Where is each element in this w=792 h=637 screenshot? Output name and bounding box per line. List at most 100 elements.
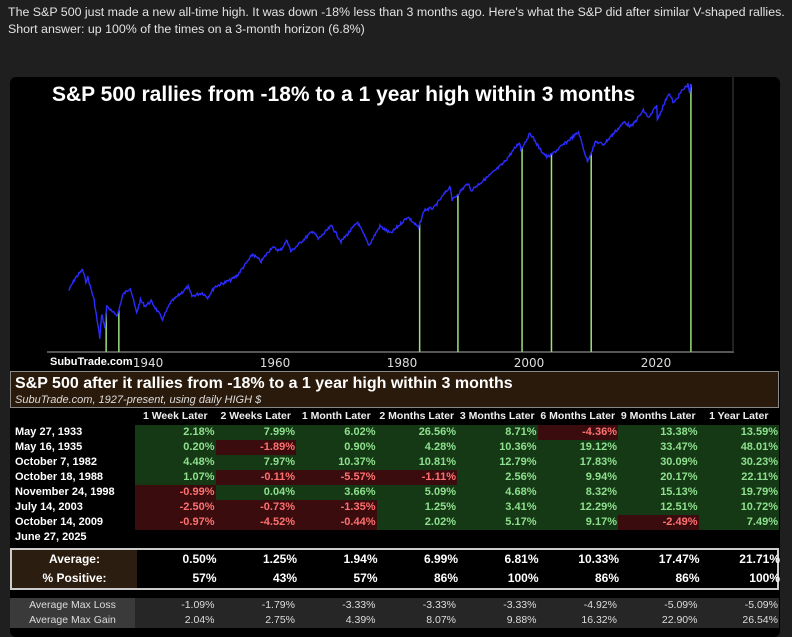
row-date: October 14, 2009 (15, 516, 104, 528)
return-cell: -0.44% (296, 515, 377, 530)
return-cell: 0.20% (135, 440, 216, 455)
stat-value: 6.99% (423, 552, 458, 566)
stat-value: 21.71% (739, 552, 780, 566)
return-cell: 7.99% (215, 425, 296, 440)
return-cell: 8.71% (457, 425, 538, 440)
column-header: 1 Week Later (142, 410, 208, 422)
return-cell: 1.25% (376, 500, 457, 515)
stat-value: 2.04% (184, 614, 215, 626)
stat-label: Average Max Loss (10, 598, 135, 613)
table-row: July 14, 2003 -2.50% -0.73% -1.35% 1.25% 3.41… (10, 500, 779, 515)
return-cell: 10.37% (296, 455, 377, 470)
return-cell: 6.02% (296, 425, 377, 440)
return-cell: 10.72% (698, 500, 779, 515)
return-cell: 12.79% (457, 455, 538, 470)
stat-row: Average Max Gain 2.04% 2.75% 4.39% 8.07% 9.88… (10, 613, 779, 628)
return-cell: 0.90% (296, 440, 377, 455)
return-cell: 8.32% (537, 485, 618, 500)
x-tick-label: 2000 (514, 356, 545, 370)
row-date: June 27, 2025 (15, 531, 87, 543)
return-cell: 17.83% (537, 455, 618, 470)
return-cell: 0.04% (215, 485, 296, 500)
return-cell: 19.12% (537, 440, 618, 455)
x-tick-label: 1940 (133, 356, 164, 370)
return-cell (698, 530, 779, 545)
x-tick-label: 1960 (260, 356, 291, 370)
stat-value: -4.92% (583, 599, 617, 611)
return-cell: 4.28% (376, 440, 457, 455)
return-cell: 12.29% (537, 500, 618, 515)
return-cell (135, 530, 216, 545)
row-date: October 7, 1982 (15, 456, 97, 468)
return-cell: 22.11% (698, 470, 779, 485)
return-cell: 2.02% (376, 515, 457, 530)
return-cell: -0.73% (215, 500, 296, 515)
column-headers: 1 Week Later 2 Weeks Later 1 Month Later 2 … (10, 408, 779, 425)
watermark: SubuTrade.com (50, 356, 133, 368)
return-cell (618, 530, 699, 545)
table-header-band: S&P 500 after it rallies from -18% to a … (10, 371, 779, 408)
stat-value: -5.09% (744, 599, 778, 611)
post-text: The S&P 500 just made a new all-time hig… (8, 5, 785, 36)
stat-value: 16.32% (581, 614, 617, 626)
stat-value: 86% (433, 571, 458, 585)
return-cell (376, 530, 457, 545)
column-header: 2 Weeks Later (220, 410, 291, 422)
max-stats: Average Max Loss -1.09% -1.79% -3.33% -3.33%… (10, 598, 779, 628)
return-cell: 20.17% (618, 470, 699, 485)
stat-value: 17.47% (658, 552, 700, 566)
stat-label: Average Max Gain (10, 613, 135, 628)
table-row: May 16, 1935 0.20% -1.89% 0.90% 4.28% 10.36% 1… (10, 440, 779, 455)
stat-value: 22.90% (661, 614, 698, 626)
return-cell: 3.41% (457, 500, 538, 515)
column-header: 1 Year Later (709, 410, 769, 422)
stat-label: % Positive: (12, 569, 137, 588)
return-cell (537, 530, 618, 545)
stat-value: 43% (272, 571, 297, 585)
stat-row: % Positive: 57% 43% 57% 86% 100% 86% 86% 100% (12, 569, 780, 588)
stat-value: -1.79% (261, 599, 295, 611)
return-cell: 7.97% (215, 455, 296, 470)
return-cell: 5.09% (376, 485, 457, 500)
x-tick-label: 1980 (387, 356, 418, 370)
table-row: November 24, 1998 -0.99% 0.04% 3.66% 5.09% 4.… (10, 485, 779, 500)
return-cell: 48.01% (698, 440, 779, 455)
stat-value: 100% (749, 571, 780, 585)
stat-value: 1.25% (262, 552, 297, 566)
stat-row: Average: 0.50% 1.25% 1.94% 6.99% 6.81% 10.33% 1… (12, 550, 780, 569)
return-cell: 30.09% (618, 455, 699, 470)
return-cell: 7.49% (698, 515, 779, 530)
table-row: May 27, 1933 2.18% 7.99% 6.02% 26.56% 8.71% -4… (10, 425, 779, 440)
row-date: November 24, 1998 (15, 486, 115, 498)
return-cell: 3.66% (296, 485, 377, 500)
stat-value: 26.54% (742, 614, 778, 626)
stat-value: -5.09% (664, 599, 698, 611)
return-cell: 12.51% (618, 500, 699, 515)
column-header: 6 Months Later (540, 410, 616, 422)
stat-value: 57% (353, 571, 378, 585)
price-chart: S&P 500 rallies from -18% to a 1 year hi… (47, 77, 734, 370)
return-cell: 13.59% (698, 425, 779, 440)
table-row: June 27, 2025 (10, 530, 779, 545)
stat-value: 0.50% (182, 552, 217, 566)
return-cell: 33.47% (618, 440, 699, 455)
stat-value: 6.81% (504, 552, 539, 566)
return-cell: -1.11% (376, 470, 457, 485)
table-row: October 7, 1982 4.48% 7.97% 10.37% 10.81% 12.… (10, 455, 779, 470)
sp500-line (68, 83, 692, 339)
column-header: 9 Months Later (620, 410, 696, 422)
stat-value: 86% (594, 571, 619, 585)
return-cell: 4.68% (457, 485, 538, 500)
return-cell: 2.56% (457, 470, 538, 485)
return-cell: 1.07% (135, 470, 216, 485)
return-cell (215, 530, 296, 545)
column-header: 3 Months Later (459, 410, 535, 422)
stat-value: 57% (192, 571, 217, 585)
stat-value: 9.88% (506, 614, 537, 626)
return-cell: 19.79% (698, 485, 779, 500)
row-date: July 14, 2003 (15, 501, 83, 513)
return-cell: 10.36% (457, 440, 538, 455)
return-cell: -0.11% (215, 470, 296, 485)
return-cell: -4.36% (537, 425, 618, 440)
return-cell: 5.17% (457, 515, 538, 530)
